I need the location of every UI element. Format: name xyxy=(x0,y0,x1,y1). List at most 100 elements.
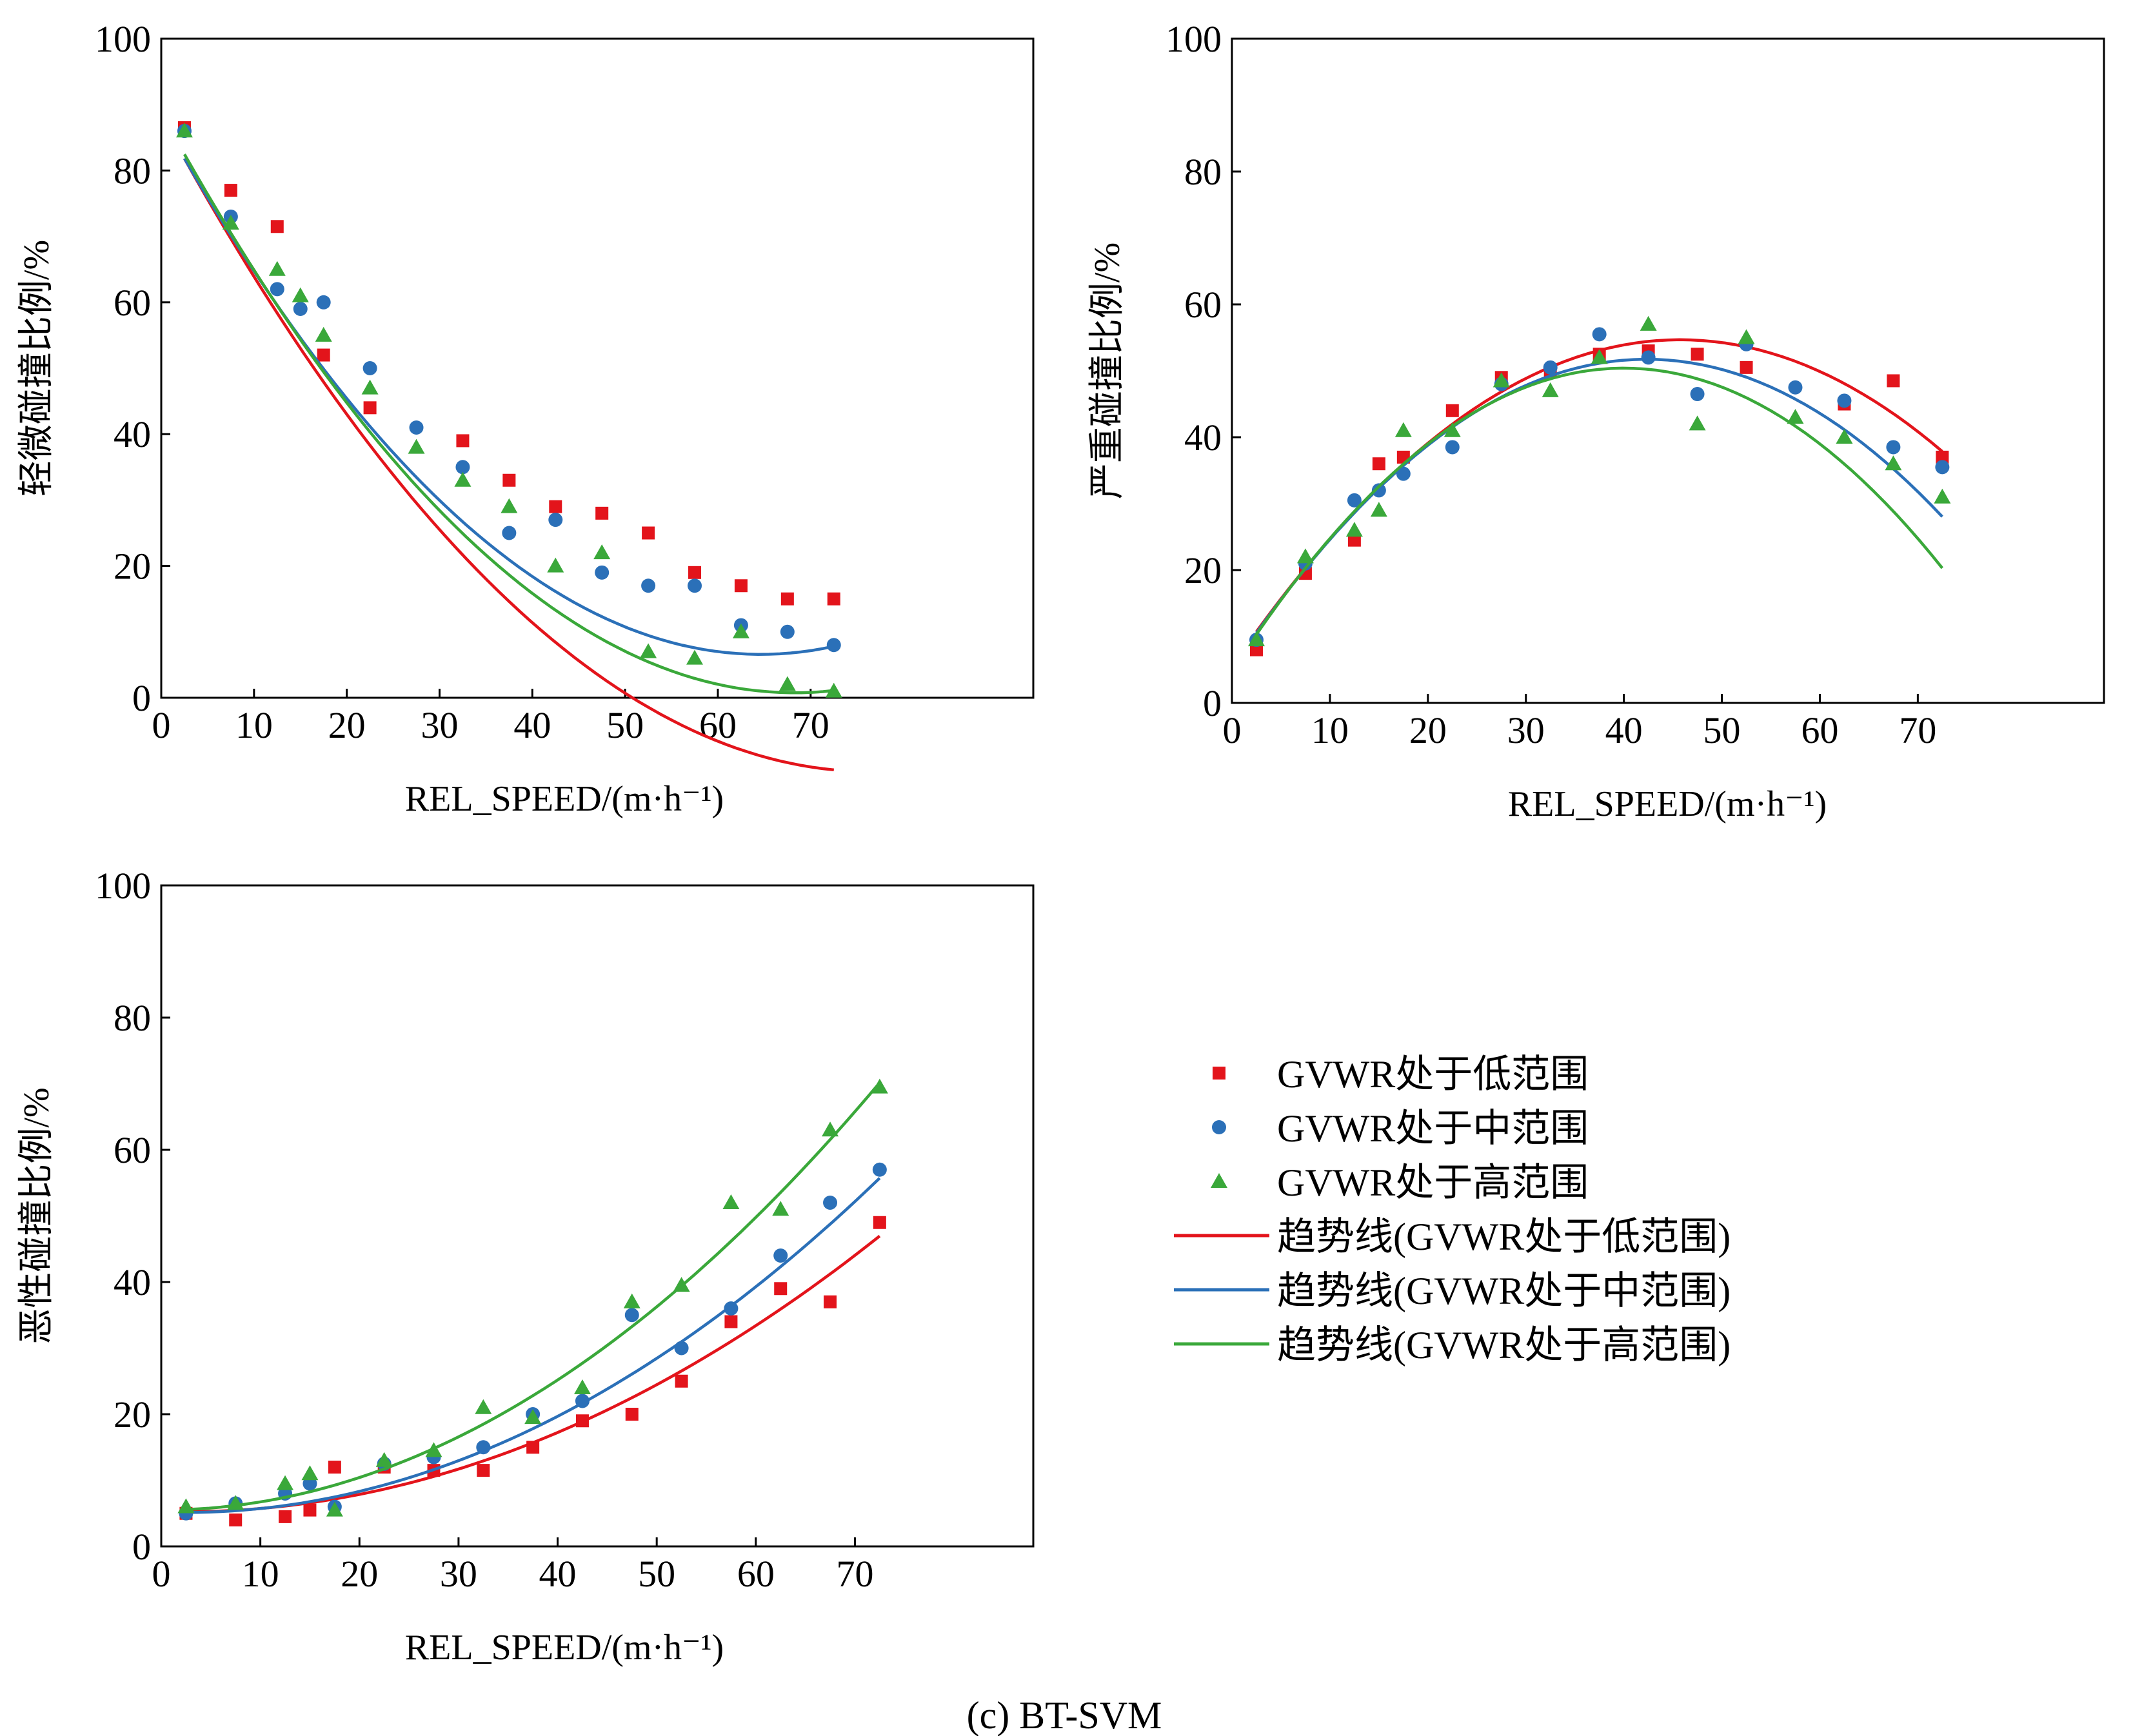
data-point-mid xyxy=(502,526,517,540)
legend-item: GVWR处于高范围 xyxy=(1211,1161,1589,1204)
x-tick-label: 40 xyxy=(539,1553,577,1595)
trend-line-high xyxy=(183,153,835,695)
trend-line-low xyxy=(183,157,835,772)
y-tick-label: 80 xyxy=(114,997,151,1039)
x-tick-label: 20 xyxy=(1409,709,1447,751)
data-point-high xyxy=(732,623,749,638)
data-point-high xyxy=(722,1194,740,1209)
legend: GVWR处于低范围 GVWR处于中范围 GVWR处于高范围趋势线(GVWR处于低范围… xyxy=(1174,1053,1731,1366)
data-point-mid xyxy=(595,565,610,580)
x-axis-label: REL_SPEED/(m·h⁻¹) xyxy=(405,1628,724,1668)
legend-label: GVWR处于低范围 xyxy=(1277,1053,1589,1096)
data-point-low xyxy=(1347,533,1361,547)
legend-label: GVWR处于高范围 xyxy=(1277,1161,1589,1204)
data-point-high xyxy=(177,1498,195,1514)
data-point-high xyxy=(1836,429,1853,444)
data-point-low xyxy=(502,473,516,487)
x-tick-label: 0 xyxy=(152,1553,171,1595)
data-point-high xyxy=(822,1121,839,1137)
data-point-high xyxy=(1443,422,1461,437)
data-point-high xyxy=(779,676,796,691)
data-point-high xyxy=(268,261,286,276)
x-axis-label: REL_SPEED/(m·h⁻¹) xyxy=(1508,784,1827,824)
data-point-mid xyxy=(674,1341,689,1356)
data-point-low xyxy=(456,434,470,448)
plot-fatal: 0 10 20 30 40 50 60 70 0 20 40 60 80 100 REL_SPEED/(m·… xyxy=(17,865,1035,1668)
legend-item: 趋势线(GVWR处于中范围) xyxy=(1174,1270,1731,1312)
y-tick-label: 100 xyxy=(95,18,151,60)
x-tick-label: 30 xyxy=(421,704,458,746)
data-point-high xyxy=(524,1409,542,1425)
data-point-low xyxy=(317,348,330,362)
trend-line-mid xyxy=(186,1177,881,1514)
data-point-high xyxy=(593,544,611,560)
data-point-low xyxy=(1372,457,1385,471)
data-point-low xyxy=(724,1315,738,1328)
data-point-low xyxy=(526,1441,540,1454)
data-point-low xyxy=(873,1216,886,1229)
data-point-high xyxy=(501,498,518,513)
x-tick-label: 0 xyxy=(152,704,171,746)
series-low xyxy=(177,121,840,772)
x-tick-label: 20 xyxy=(341,1553,378,1595)
x-tick-label: 70 xyxy=(836,1553,873,1595)
data-point-high xyxy=(227,1495,244,1510)
figure-caption: (c) BT-SVM xyxy=(967,1694,1162,1736)
trend-line-low xyxy=(1255,338,1943,633)
data-point-high xyxy=(772,1201,789,1216)
data-point-high xyxy=(1640,315,1657,331)
data-point-high xyxy=(640,643,657,658)
data-point-high xyxy=(1934,488,1951,504)
data-point-high xyxy=(1247,631,1265,647)
y-axis-label: 恶性碰撞比例/% xyxy=(17,1087,57,1344)
data-point-mid xyxy=(780,624,795,639)
data-point-mid xyxy=(1935,460,1950,475)
data-point-high xyxy=(326,1501,343,1517)
data-point-high xyxy=(673,1277,690,1292)
y-tick-label: 0 xyxy=(1203,682,1222,724)
legend-marker-mid xyxy=(1212,1120,1226,1134)
data-point-low xyxy=(270,220,284,233)
data-point-low xyxy=(224,184,237,197)
data-point-high xyxy=(573,1379,591,1394)
data-point-high xyxy=(1787,409,1804,424)
data-point-low xyxy=(642,526,655,540)
data-point-mid xyxy=(688,578,702,593)
data-point-mid xyxy=(1886,440,1901,455)
plot-frame xyxy=(160,884,1035,1548)
data-point-mid xyxy=(1690,387,1705,402)
legend-label: 趋势线(GVWR处于低范围) xyxy=(1277,1216,1731,1258)
data-point-high xyxy=(361,379,379,395)
data-point-mid xyxy=(270,282,284,297)
legend-item: GVWR处于低范围 xyxy=(1213,1053,1589,1096)
data-point-low xyxy=(279,1510,292,1523)
y-tick-label: 60 xyxy=(114,1129,151,1171)
data-point-mid xyxy=(872,1162,887,1177)
data-point-high xyxy=(1885,455,1902,471)
y-tick-label: 40 xyxy=(114,1261,151,1303)
series-high xyxy=(177,1078,888,1517)
data-point-low xyxy=(363,401,377,415)
data-point-low xyxy=(1691,348,1704,361)
y-tick-label: 0 xyxy=(132,1526,151,1568)
data-point-high xyxy=(1370,502,1387,517)
data-point-high xyxy=(1394,422,1412,437)
x-tick-label: 60 xyxy=(737,1553,775,1595)
plot-frame xyxy=(1231,37,2105,704)
data-point-low xyxy=(328,1461,341,1474)
data-point-high xyxy=(375,1452,393,1467)
data-point-high xyxy=(315,326,332,342)
x-tick-label: 10 xyxy=(242,1553,279,1595)
y-tick-label: 80 xyxy=(114,150,151,192)
data-point-low xyxy=(780,592,794,606)
x-tick-label: 0 xyxy=(1223,709,1242,751)
x-tick-label: 50 xyxy=(606,704,644,746)
data-point-high xyxy=(871,1078,888,1094)
legend-marker-low xyxy=(1213,1067,1225,1080)
plot-serious: 0 10 20 30 40 50 60 70 0 20 40 60 80 100 REL_SPEED/(m·… xyxy=(1087,18,2105,824)
data-point-mid xyxy=(641,578,656,593)
data-point-mid xyxy=(1347,493,1362,508)
y-tick-label: 100 xyxy=(1166,18,1222,60)
x-tick-label: 20 xyxy=(328,704,366,746)
trend-line-low xyxy=(186,1234,881,1514)
